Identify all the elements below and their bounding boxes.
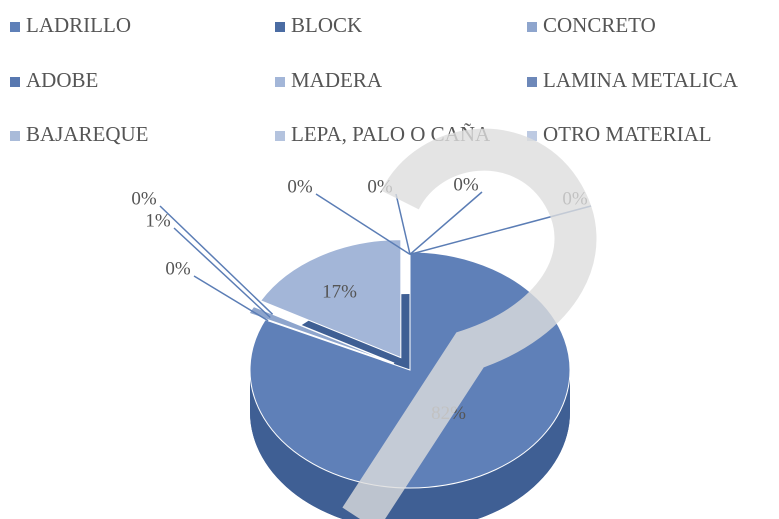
- legend-label: LAMINA METALICA: [543, 68, 739, 92]
- pie-slice: [259, 239, 402, 359]
- legend-label: BLOCK: [291, 13, 362, 37]
- leader-line: [173, 227, 271, 319]
- data-label: 0%: [287, 176, 313, 197]
- legend-swatch: [275, 131, 285, 141]
- legend-label: CONCRETO: [543, 13, 656, 37]
- legend-swatch: [275, 22, 285, 32]
- legend-swatch: [10, 77, 20, 87]
- legend-swatch: [275, 77, 285, 87]
- legend-label: MADERA: [291, 68, 383, 92]
- data-label: 0%: [453, 174, 479, 195]
- leader-line: [193, 275, 269, 322]
- data-label: 17%: [322, 281, 357, 302]
- legend-label: LADRILLO: [26, 13, 131, 37]
- leader-line: [315, 193, 411, 255]
- legend-label: ADOBE: [26, 68, 98, 92]
- legend-swatch: [527, 22, 537, 32]
- leader-line: [159, 205, 274, 315]
- legend-swatch: [10, 131, 20, 141]
- legend-swatch: [10, 22, 20, 32]
- leader-line: [395, 193, 411, 255]
- legend-swatch: [527, 77, 537, 87]
- legend-label: OTRO MATERIAL: [543, 122, 712, 146]
- data-label: 0%: [165, 258, 191, 279]
- leader-line: [409, 191, 483, 255]
- data-label: 1%: [145, 210, 171, 231]
- watermark: [342, 128, 597, 519]
- pie-slice: [249, 251, 571, 489]
- data-label: 0%: [131, 188, 157, 209]
- legend-label: BAJAREQUE: [26, 122, 149, 146]
- legend-swatch: [527, 131, 537, 141]
